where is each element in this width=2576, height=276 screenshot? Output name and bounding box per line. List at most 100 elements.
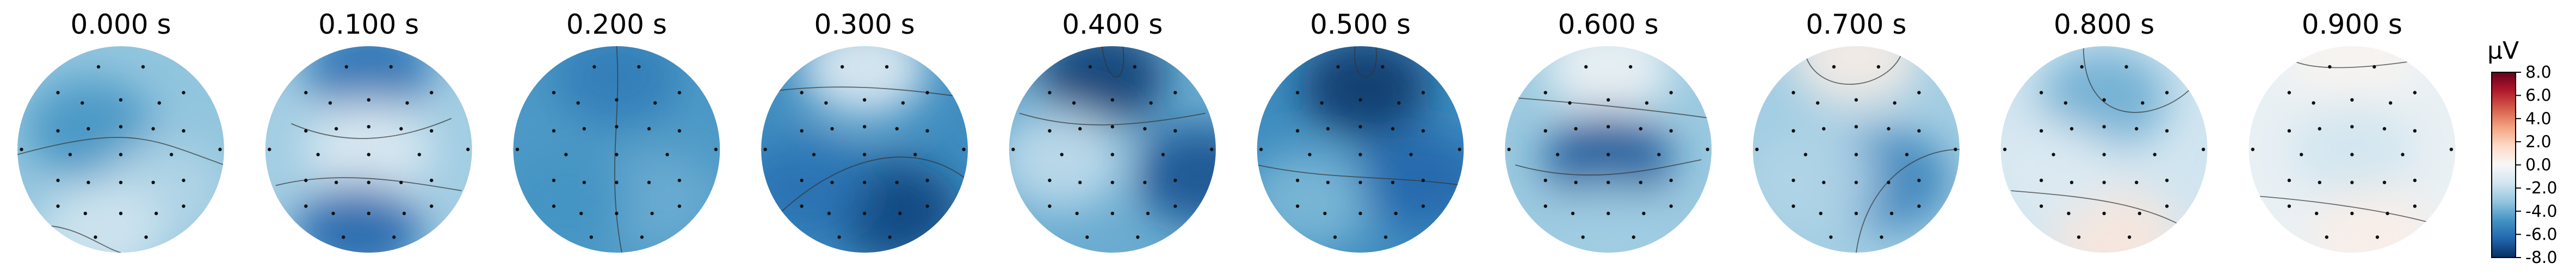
- topomap-contour: [1354, 46, 1377, 78]
- sensor-marker: [1323, 211, 1327, 215]
- sensor-marker: [1048, 129, 1052, 133]
- sensor-marker: [552, 91, 556, 95]
- sensor-marker: [677, 91, 682, 95]
- sensor-marker: [119, 98, 123, 102]
- topomap-panel: 0.400 s: [1009, 9, 1216, 253]
- sensor-marker: [1543, 91, 1547, 95]
- sensor-marker: [1149, 101, 1153, 105]
- sensor-marker: [1295, 204, 1300, 208]
- sensor-marker: [582, 127, 586, 131]
- sensor-marker: [2413, 91, 2417, 95]
- sensor-marker: [405, 101, 409, 105]
- sensor-marker: [182, 178, 186, 183]
- sensor-marker: [2052, 153, 2055, 156]
- sensor-marker: [2318, 127, 2321, 131]
- sensor-marker: [2102, 153, 2106, 156]
- sensor-marker: [1391, 127, 1395, 131]
- sensor-marker: [2165, 178, 2169, 183]
- sensor-marker: [2287, 91, 2291, 95]
- sensor-marker: [344, 65, 348, 69]
- sensor-marker: [1409, 153, 1413, 156]
- topomap-field-region: [552, 46, 681, 127]
- sensor-marker: [1085, 235, 1089, 239]
- sensor-marker: [1669, 91, 1673, 95]
- sensor-marker: [1887, 180, 1891, 184]
- colorbar-tick-label: 2.0: [2525, 133, 2552, 152]
- sensor-marker: [800, 178, 804, 183]
- topomap-field-region: [294, 182, 423, 253]
- sensor-marker: [2401, 153, 2405, 156]
- sensor-marker: [2201, 147, 2206, 152]
- sensor-marker: [2067, 211, 2071, 215]
- sensor-marker: [579, 211, 583, 215]
- sensor-marker: [1917, 204, 1921, 208]
- sensor-marker: [615, 153, 619, 156]
- sensor-marker: [1457, 147, 1462, 152]
- colorbar: µV 8.0 6.0 4.0 2.0 0.0 -2.0 -4.0 -6.0 -8.0: [2487, 37, 2558, 267]
- sensor-marker: [925, 129, 929, 133]
- sensor-marker: [2102, 180, 2106, 184]
- sensor-marker: [1381, 65, 1385, 69]
- sensor-marker: [367, 153, 370, 156]
- colorbar-tick-label: 6.0: [2525, 86, 2552, 105]
- sensor-marker: [552, 204, 556, 208]
- sensor-marker: [169, 153, 174, 156]
- sensor-marker: [466, 147, 470, 152]
- sensor-marker: [2386, 211, 2389, 215]
- topomap-field-region: [1544, 182, 1672, 253]
- sensor-marker: [1792, 91, 1795, 95]
- sensor-marker: [2064, 101, 2068, 105]
- colorbar-tick-label: -2.0: [2525, 179, 2558, 198]
- sensor-marker: [925, 204, 929, 208]
- topomap-contour: [2011, 190, 2192, 233]
- sensor-marker: [885, 65, 889, 69]
- sensor-marker: [119, 125, 123, 129]
- topomap-panel: 0.000 s: [17, 9, 224, 253]
- sensor-marker: [862, 180, 867, 184]
- sensor-marker: [1792, 204, 1795, 208]
- sensor-marker: [1607, 125, 1610, 129]
- topomap-contour: [17, 137, 224, 166]
- sensor-marker: [2287, 129, 2291, 133]
- topomap-time-label: 0.000 s: [70, 9, 171, 40]
- topomap-field-region: [1136, 126, 1216, 225]
- sensor-marker: [1259, 147, 1263, 152]
- sensor-marker: [1383, 235, 1388, 239]
- sensor-marker: [2350, 125, 2354, 129]
- sensor-marker: [392, 235, 396, 239]
- sensor-marker: [2350, 180, 2354, 184]
- sensor-marker: [2328, 65, 2332, 69]
- sensor-marker: [1088, 65, 1092, 69]
- sensor-marker: [1136, 235, 1140, 239]
- sensor-marker: [582, 180, 586, 184]
- sensor-marker: [2350, 98, 2354, 102]
- topomap-field-region: [2308, 187, 2437, 253]
- sensor-marker: [1358, 125, 1362, 129]
- sensor-marker: [56, 91, 60, 95]
- colorbar-gradient: [2491, 72, 2516, 258]
- sensor-marker: [1876, 65, 1881, 69]
- sensor-marker: [653, 101, 657, 105]
- sensor-marker: [182, 129, 186, 133]
- sensor-marker: [304, 91, 308, 95]
- sensor-marker: [615, 211, 619, 215]
- colorbar-ticks: 8.0 6.0 4.0 2.0 0.0 -2.0 -4.0 -6.0 -8.0: [2516, 63, 2558, 267]
- sensor-marker: [1110, 211, 1114, 215]
- sensor-marker: [154, 211, 158, 215]
- sensor-marker: [1905, 153, 1909, 156]
- sensor-marker: [1917, 129, 1921, 133]
- sensor-marker: [1173, 178, 1177, 183]
- sensor-marker: [367, 125, 370, 129]
- sensor-marker: [1210, 147, 1214, 152]
- sensor-marker: [1584, 65, 1588, 69]
- sensor-marker: [2300, 153, 2303, 156]
- sensor-marker: [1110, 180, 1114, 184]
- sensor-marker: [1829, 235, 1833, 239]
- sensor-marker: [1173, 204, 1177, 208]
- sensor-marker: [1889, 211, 1894, 215]
- sensor-marker: [399, 180, 403, 184]
- sensor-marker: [1143, 127, 1147, 131]
- sensor-marker: [68, 153, 72, 156]
- topomap-panel: 0.500 s: [1257, 9, 1464, 253]
- sensor-marker: [1295, 91, 1300, 95]
